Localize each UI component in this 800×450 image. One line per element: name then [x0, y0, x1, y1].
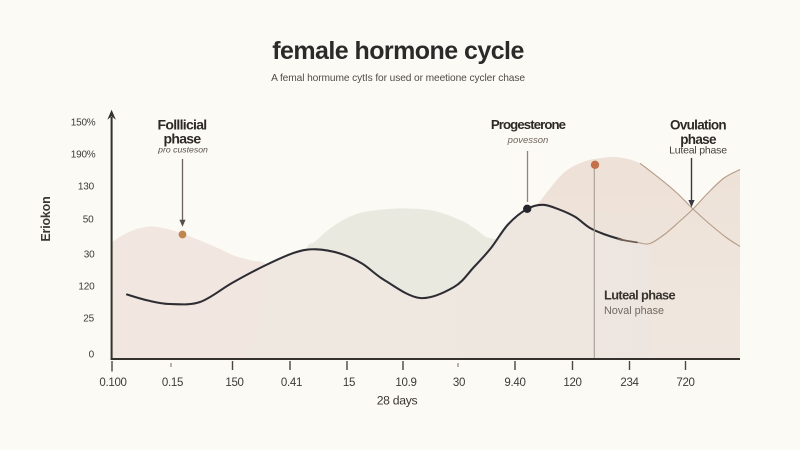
svg-text:30: 30 — [453, 377, 465, 389]
svg-text:Ovulation: Ovulation — [670, 118, 726, 133]
svg-text:234: 234 — [620, 377, 639, 389]
svg-text:720: 720 — [676, 377, 694, 389]
svg-text:150%: 150% — [71, 118, 96, 129]
svg-text:Luteal phase: Luteal phase — [669, 145, 727, 157]
svg-text:Progesterone: Progesterone — [491, 117, 566, 132]
svg-text:female hormone cycle: female hormone cycle — [272, 37, 524, 65]
svg-text:15: 15 — [343, 377, 355, 389]
svg-text:Folllicial: Folllicial — [157, 117, 206, 133]
svg-text:Noval phase: Noval phase — [604, 305, 664, 317]
svg-text:25: 25 — [83, 314, 94, 325]
svg-text:phase: phase — [680, 132, 717, 147]
svg-text:120: 120 — [78, 282, 95, 293]
svg-text:190%: 190% — [71, 150, 96, 161]
svg-text:10.9: 10.9 — [395, 377, 416, 389]
svg-text:30: 30 — [84, 250, 95, 261]
svg-text:pro custeson: pro custeson — [157, 144, 208, 154]
svg-text:0: 0 — [89, 349, 95, 360]
svg-text:0.41: 0.41 — [281, 377, 302, 389]
svg-text:150: 150 — [225, 377, 243, 389]
svg-text:phase: phase — [164, 131, 202, 147]
svg-text:130: 130 — [78, 182, 95, 193]
svg-text:Eriokon: Eriokon — [39, 196, 53, 241]
svg-text:120: 120 — [563, 377, 581, 389]
svg-text:9.40: 9.40 — [504, 377, 525, 389]
svg-text:0.15: 0.15 — [162, 377, 183, 389]
svg-text:0.100: 0.100 — [99, 377, 126, 389]
svg-text:povesson: povesson — [507, 135, 549, 146]
svg-text:Luteal phase: Luteal phase — [604, 288, 676, 303]
svg-text:28 days: 28 days — [377, 394, 418, 408]
svg-text:50: 50 — [83, 215, 94, 226]
svg-text:A femal hormume cytIs for used: A femal hormume cytIs for used or meetio… — [271, 73, 525, 84]
